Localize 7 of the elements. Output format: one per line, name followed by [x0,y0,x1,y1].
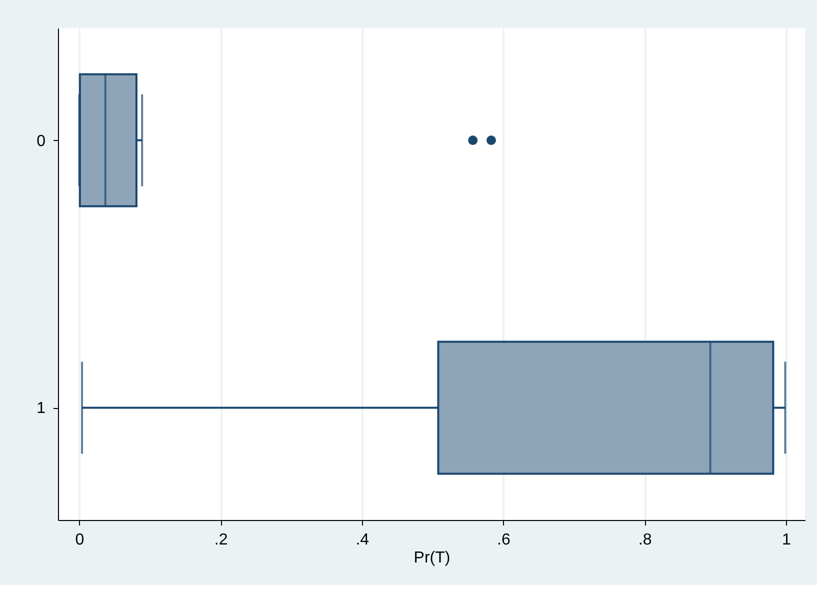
x-axis-title: Pr(T) [414,550,450,566]
x-tick-label: .6 [497,532,511,548]
x-tick-label: 1 [782,532,791,548]
x-tick-label: .4 [356,532,370,548]
x-tick-label: .8 [638,532,652,548]
x-tick-label: 0 [75,532,84,548]
x-tick-label: .2 [214,532,228,548]
